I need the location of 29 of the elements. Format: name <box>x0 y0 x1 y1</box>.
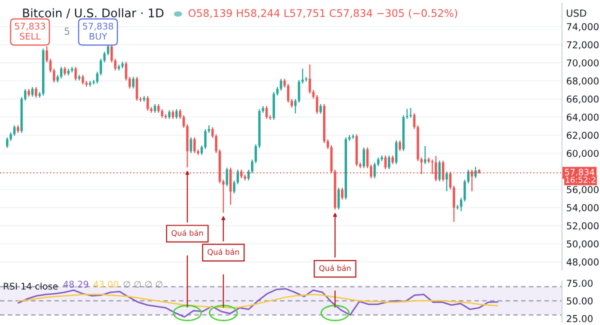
y-tick-label: 56,000 <box>566 186 599 194</box>
y-tick-label: 48,000 <box>566 258 599 267</box>
y-tick-label: 50.00 <box>566 297 593 305</box>
text: USD <box>566 9 586 17</box>
annotation: 43.00 <box>93 280 118 288</box>
y-tick-label: 70,000 <box>566 59 599 68</box>
y-tick-label: 25.00 <box>566 315 593 322</box>
y-tick-label: 52,000 <box>566 222 599 230</box>
y-tick-label: 72,000 <box>566 41 599 50</box>
line-series <box>18 288 498 318</box>
annotation: 48.29 <box>63 280 88 288</box>
y-tick-label: 68,000 <box>566 77 599 86</box>
chart-title: Bitcoin / U.S. Dollar · 1D <box>23 8 164 18</box>
y-tick-label: 74,000 <box>566 23 599 32</box>
text: O58,139 H58,244 L57,751 C57,834 −305 (−0.52%) <box>188 8 458 18</box>
ref-line-label: 57,834 <box>564 168 594 176</box>
text: 16:52:2 <box>566 176 596 183</box>
annotation: 5 <box>64 28 70 35</box>
y-tick-label: 66,000 <box>566 96 599 104</box>
y-tick-label: 60,000 <box>566 150 599 158</box>
y-tick-label: 75.00 <box>566 280 593 287</box>
y-tick-label: 54,000 <box>566 204 599 212</box>
annotation: 57,833 SELL <box>14 22 46 40</box>
chart-title: RSI 14 close <box>4 282 58 290</box>
annotation: 57,838 BUY <box>82 22 114 40</box>
line-series <box>18 294 498 309</box>
y-tick-label: 62,000 <box>566 132 599 140</box>
y-tick-label: 64,000 <box>566 114 599 122</box>
y-tick-label: 50,000 <box>566 240 599 248</box>
